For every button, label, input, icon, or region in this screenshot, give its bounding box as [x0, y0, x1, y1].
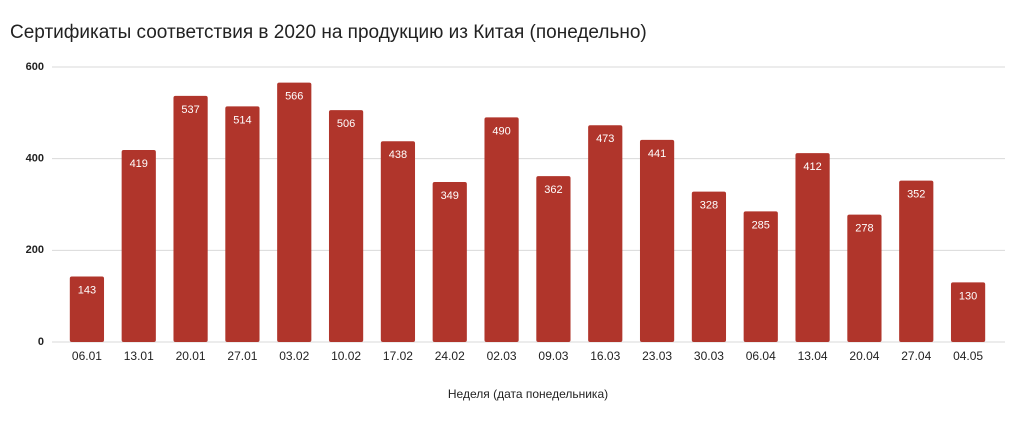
x-tick-label: 09.03	[538, 349, 568, 363]
y-tick-label: 400	[26, 153, 44, 165]
x-tick-label: 17.02	[383, 349, 413, 363]
x-tick-label: 13.04	[798, 349, 828, 363]
x-tick-label: 06.01	[72, 349, 102, 363]
x-tick-label: 27.04	[901, 349, 931, 363]
data-label: 506	[337, 118, 355, 130]
y-tick-label: 200	[26, 244, 44, 256]
data-label: 514	[233, 114, 251, 126]
data-label: 537	[181, 104, 199, 116]
data-label: 130	[959, 290, 977, 302]
data-label: 441	[648, 148, 666, 160]
data-label: 278	[855, 222, 873, 234]
x-axis-title: Неделя (дата понедельника)	[448, 387, 608, 401]
bar	[795, 153, 830, 342]
x-tick-label: 23.03	[642, 349, 672, 363]
x-tick-label: 02.03	[487, 349, 517, 363]
bar	[950, 282, 986, 342]
x-tick-label: 13.01	[124, 349, 154, 363]
bar	[588, 125, 623, 342]
bar	[639, 139, 675, 342]
data-label: 473	[596, 133, 614, 145]
data-label: 566	[285, 90, 303, 102]
data-label: 352	[907, 189, 925, 201]
bar	[277, 82, 312, 342]
x-tick-label: 06.04	[746, 349, 776, 363]
chart-title: Сертификаты соответствия в 2020 на проду…	[10, 22, 647, 43]
x-tick-label: 04.05	[953, 349, 983, 363]
y-tick-label: 0	[38, 336, 44, 348]
x-tick-label: 10.02	[331, 349, 361, 363]
bar	[691, 191, 727, 342]
data-label: 362	[544, 184, 562, 196]
bar	[484, 117, 519, 343]
x-tick-label: 20.04	[849, 349, 879, 363]
data-label: 285	[752, 219, 770, 231]
x-tick-label: 03.02	[279, 349, 309, 363]
bar	[380, 141, 416, 342]
bar	[536, 176, 571, 342]
bar	[328, 110, 364, 342]
bar	[743, 211, 778, 342]
data-label: 419	[130, 158, 148, 170]
data-label: 412	[803, 161, 821, 173]
x-tick-label: 16.03	[590, 349, 620, 363]
data-label: 349	[441, 190, 459, 202]
bar	[69, 276, 105, 342]
bar	[432, 182, 467, 342]
data-label: 490	[492, 125, 510, 137]
bar	[121, 149, 156, 342]
y-tick-label: 600	[26, 61, 44, 73]
bar	[225, 106, 260, 343]
x-tick-label: 20.01	[176, 349, 206, 363]
x-tick-label: 30.03	[694, 349, 724, 363]
data-label: 438	[389, 149, 407, 161]
x-tick-label: 24.02	[435, 349, 465, 363]
x-tick-label: 27.01	[227, 349, 257, 363]
data-label: 143	[78, 284, 96, 296]
data-label: 328	[700, 200, 718, 212]
bar	[899, 180, 934, 342]
bar	[173, 95, 208, 342]
bar	[847, 214, 882, 342]
